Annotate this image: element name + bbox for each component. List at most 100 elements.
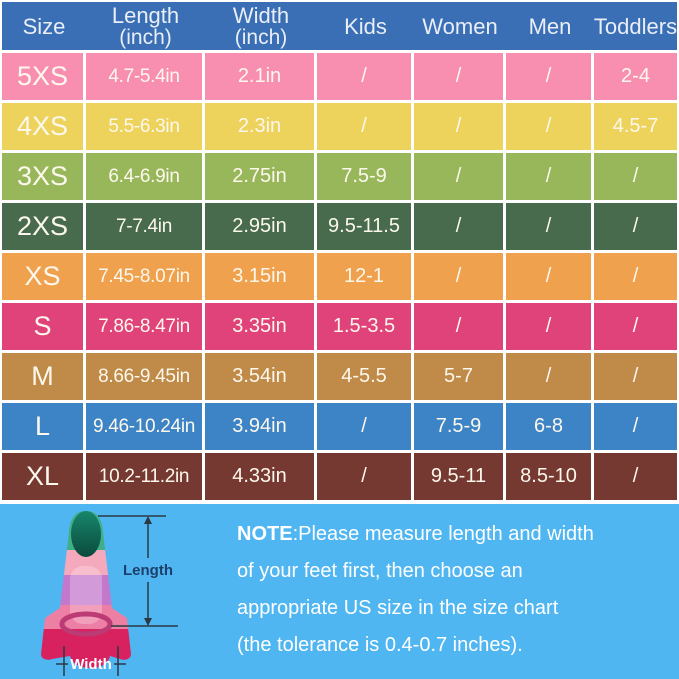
cell-size: S (2, 303, 86, 350)
note-line: NOTE:Please measure length and width (237, 523, 594, 545)
cell-kids: 4-5.5 (317, 353, 414, 400)
cell-length: 7-7.4in (86, 203, 205, 250)
header-label: Women (422, 13, 498, 39)
length-dimension-line (98, 515, 178, 627)
header-cell-kids: Kids (317, 2, 414, 50)
cell-toddlers: / (632, 465, 639, 487)
cell-women: / (414, 103, 506, 150)
cell-men: / (506, 203, 594, 250)
cell-width: 3.54in (205, 353, 317, 400)
table-row: 2XS 7-7.4in 2.95in 9.5-11.5 / / / (2, 200, 677, 250)
header-label: Kids (344, 13, 387, 39)
header-cell-width: Width (inch) (205, 2, 317, 50)
cell-toddlers: 4.5-7 (612, 115, 659, 137)
table-header-row: Size Length (inch) Width (inch) Kids Women… (2, 2, 677, 50)
fin-heel-opening (59, 611, 113, 637)
table-row: 4XS 5.5-6.3in 2.3in / / / 4.5-7 (2, 100, 677, 150)
cell-kids: / (317, 403, 414, 450)
table-row: XL 10.2-11.2in 4.33in / 9.5-11 8.5-10 / (2, 450, 677, 500)
header-label: Width (232, 2, 290, 28)
cell-men: / (506, 353, 594, 400)
note-section: Length Width NOTE:Please measure length … (0, 500, 679, 679)
cell-kids: 1.5-3.5 (317, 303, 414, 350)
cell-width: 3.94in (205, 403, 317, 450)
header-label: Toddlers (593, 13, 678, 39)
cell-size: 5XS (2, 53, 86, 100)
cell-women: / (414, 53, 506, 100)
cell-women: 9.5-11 (414, 453, 506, 500)
cell-width: 3.35in (205, 303, 317, 350)
cell-kids: / (317, 103, 414, 150)
cell-kids: 7.5-9 (317, 153, 414, 200)
cell-size: 4XS (2, 103, 86, 150)
header-cell-men: Men (506, 2, 594, 50)
cell-width: 2.95in (205, 203, 317, 250)
note-line: (the tolerance is 0.4-0.7 inches). (237, 634, 523, 656)
cell-length: 10.2-11.2in (86, 453, 205, 500)
note-text: NOTE:Please measure length and width of … (237, 516, 667, 664)
cell-women: 7.5-9 (414, 403, 506, 450)
cell-length: 8.66-9.45in (86, 353, 205, 400)
cell-width: 2.1in (205, 53, 317, 100)
table-row: L 9.46-10.24in 3.94in / 7.5-9 6-8 / (2, 400, 677, 450)
cell-kids: 12-1 (317, 253, 414, 300)
cell-toddlers: / (632, 215, 639, 237)
cell-kids: / (317, 53, 414, 100)
cell-size: XS (2, 253, 86, 300)
cell-length: 7.45-8.07in (86, 253, 205, 300)
cell-length: 6.4-6.9in (86, 153, 205, 200)
cell-women: / (414, 253, 506, 300)
header-cell-toddlers: Toddlers (594, 2, 677, 50)
cell-men: / (506, 253, 594, 300)
cell-width: 2.3in (205, 103, 317, 150)
table-row: 5XS 4.7-5.4in 2.1in / / / 2-4 (2, 50, 677, 100)
cell-width: 4.33in (205, 453, 317, 500)
length-arrow-up-icon (144, 516, 152, 524)
cell-length: 4.7-5.4in (86, 53, 205, 100)
header-label: Size (22, 13, 66, 39)
cell-width: 3.15in (205, 253, 317, 300)
cell-men: / (506, 303, 594, 350)
size-table: Size Length (inch) Width (inch) Kids Women… (0, 0, 679, 500)
header-sublabel: (inch) (119, 25, 172, 49)
cell-size: 3XS (2, 153, 86, 200)
length-arrow-down-icon (144, 618, 152, 626)
table-row: 3XS 6.4-6.9in 2.75in 7.5-9 / / / (2, 150, 677, 200)
fin-illustration: Length Width (41, 511, 178, 676)
cell-size: 2XS (2, 203, 86, 250)
cell-men: 8.5-10 (506, 453, 594, 500)
cell-kids: / (317, 453, 414, 500)
cell-women: 5-7 (414, 353, 506, 400)
fin-toe-opening (71, 511, 101, 557)
header-label: Men (528, 13, 572, 39)
cell-toddlers: / (632, 165, 639, 187)
table-row: M 8.66-9.45in 3.54in 4-5.5 5-7 / / (2, 350, 677, 400)
cell-men: / (506, 103, 594, 150)
cell-width: 2.75in (205, 153, 317, 200)
cell-men: 6-8 (506, 403, 594, 450)
table-row: S 7.86-8.47in 3.35in 1.5-3.5 / / / (2, 300, 677, 350)
cell-length: 9.46-10.24in (86, 403, 205, 450)
cell-length: 5.5-6.3in (86, 103, 205, 150)
header-cell-size: Size (2, 2, 86, 50)
cell-size: XL (2, 453, 86, 500)
cell-size: M (2, 353, 86, 400)
cell-women: / (414, 303, 506, 350)
cell-women: / (414, 153, 506, 200)
header-sublabel: (inch) (234, 25, 288, 49)
cell-men: / (506, 153, 594, 200)
header-cell-women: Women (414, 2, 506, 50)
cell-toddlers: / (632, 265, 639, 287)
cell-toddlers: / (632, 415, 639, 437)
cell-toddlers: 2-4 (621, 65, 650, 87)
cell-length: 7.86-8.47in (86, 303, 205, 350)
cell-women: / (414, 203, 506, 250)
header-cell-length: Length (inch) (86, 2, 205, 50)
header-label: Length (111, 2, 180, 28)
note-line: of your feet first, then choose an (237, 560, 523, 582)
cell-men: / (506, 53, 594, 100)
width-label: Width (70, 656, 112, 673)
width-dimension-line (56, 646, 126, 676)
length-label: Length (123, 562, 173, 579)
